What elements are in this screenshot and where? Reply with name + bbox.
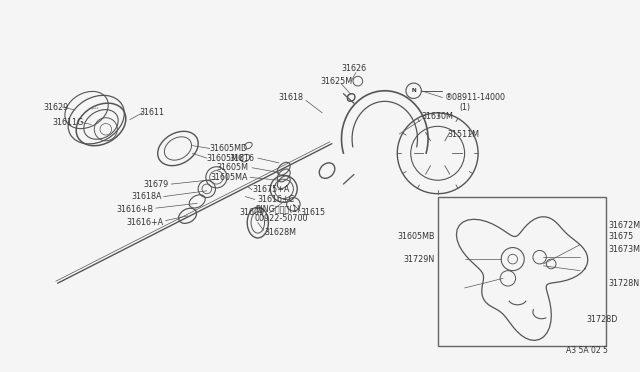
Text: 31728N: 31728N [608,279,639,288]
Text: ®08911-14000: ®08911-14000 [444,93,506,102]
Text: 31675+A: 31675+A [252,185,289,194]
Text: 31605M: 31605M [216,163,248,172]
Text: 31615: 31615 [300,208,325,218]
Text: 31729N: 31729N [404,254,435,264]
Text: 31609: 31609 [239,208,264,218]
Text: A3 5A 02 5: A3 5A 02 5 [566,346,608,355]
Text: 31630M: 31630M [421,112,453,121]
Text: 31605MB: 31605MB [397,232,435,241]
Text: N: N [412,88,416,93]
Text: 31618A: 31618A [131,192,162,201]
Bar [438,196,606,346]
Text: 31605MD: 31605MD [210,144,248,153]
Text: N: N [412,88,416,93]
Text: 31625M: 31625M [321,77,353,86]
Text: 31611G: 31611G [53,118,84,127]
Text: 31616: 31616 [230,154,255,163]
Text: 31675: 31675 [608,232,633,241]
Text: 31618: 31618 [278,93,303,102]
Text: 31511M: 31511M [447,129,479,138]
Text: 31616+C: 31616+C [258,195,295,204]
Text: 31616+A: 31616+A [127,218,164,227]
Text: 31673M: 31673M [608,245,640,254]
Text: 31611: 31611 [140,108,164,118]
Text: RINGリング(1): RINGリング(1) [255,205,300,214]
Text: (1): (1) [460,103,471,112]
Text: 31626: 31626 [341,64,367,73]
Text: 31628M: 31628M [264,228,296,237]
Text: 31616+B: 31616+B [116,205,154,214]
Text: 31728D: 31728D [587,315,618,324]
Text: 00922-50700: 00922-50700 [255,214,308,223]
Text: 31605MA: 31605MA [211,173,248,182]
Text: 31605MC: 31605MC [207,154,244,163]
Text: 31629: 31629 [44,103,68,112]
Text: 31679: 31679 [143,180,168,189]
Text: 31672M: 31672M [608,221,640,230]
